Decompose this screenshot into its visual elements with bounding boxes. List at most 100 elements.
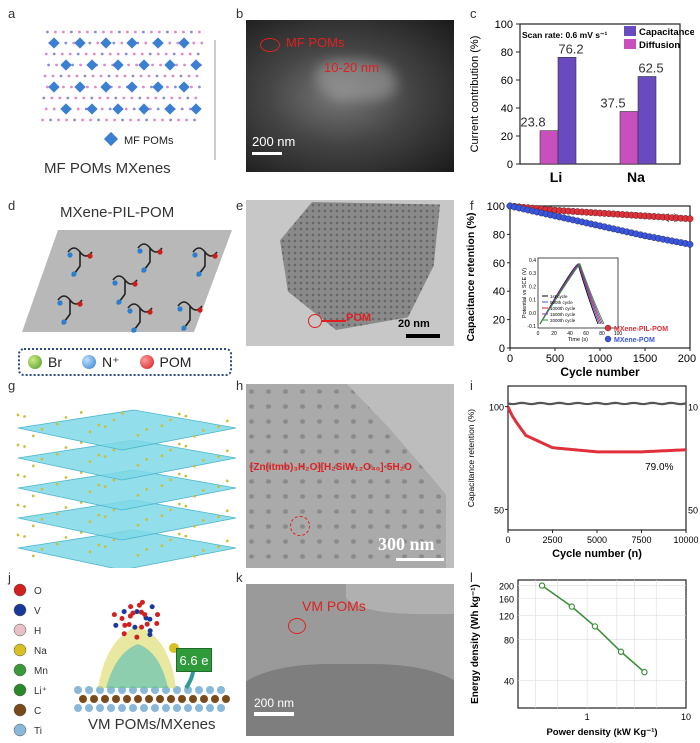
n-plus-site xyxy=(57,300,63,306)
cluster-atom xyxy=(126,621,132,627)
substrate-atom xyxy=(85,704,93,712)
pom-particle xyxy=(177,502,181,506)
substrate-atom xyxy=(140,704,148,712)
panel-f-letter: f xyxy=(470,198,474,213)
mxene-layer xyxy=(17,529,237,568)
cluster-atom xyxy=(149,604,155,610)
panel-k-label: VM POMs xyxy=(302,598,366,614)
substrate-atom xyxy=(151,704,159,712)
n-plus-site xyxy=(116,299,122,305)
pom-particle xyxy=(16,473,20,477)
inset-legend-entry: 2000th cycle xyxy=(550,318,576,323)
y-tick-label: 0 xyxy=(507,159,513,171)
mf-pom-cluster xyxy=(60,59,72,71)
pom-particle xyxy=(184,534,188,538)
substrate-atom xyxy=(217,686,225,694)
substrate-atom xyxy=(145,695,153,703)
atom-legend-label: Na xyxy=(34,646,47,657)
mf-pom-cluster xyxy=(112,103,124,115)
pom-particle xyxy=(55,422,59,426)
atom-legend-label: C xyxy=(34,706,41,717)
substrate-atom xyxy=(101,695,109,703)
panel-f-retention-chart: 0204060801000500100015002000Cycle number… xyxy=(465,202,696,378)
category-label: Na xyxy=(627,169,645,185)
cluster-atom xyxy=(119,616,125,622)
pom-particle xyxy=(225,449,229,453)
y-axis-label: Capacitance retention (%) xyxy=(466,409,476,507)
inset-x-tick-label: 40 xyxy=(567,331,573,337)
pom-particle xyxy=(136,523,140,527)
substrate-atom xyxy=(195,686,203,694)
y-axis-label: Capacitance retention (%) xyxy=(465,213,477,342)
cluster-atom xyxy=(147,632,153,638)
retention-annotation: 79.0% xyxy=(645,462,673,473)
pom-site xyxy=(77,301,83,307)
mf-pom-cluster xyxy=(74,37,86,49)
mf-pom-cluster xyxy=(164,103,176,115)
mf-pom-cluster xyxy=(190,59,202,71)
cluster-atom xyxy=(113,622,119,628)
pom-particle xyxy=(97,483,101,487)
panel-k-letter: k xyxy=(236,570,243,585)
cluster-atom xyxy=(138,609,144,615)
atom-legend-swatch xyxy=(13,623,27,637)
bar-capacitance xyxy=(637,76,657,165)
pom-site xyxy=(197,307,203,313)
mf-pom-cluster xyxy=(112,59,124,71)
substrate-atom xyxy=(134,695,142,703)
substrate-atom xyxy=(217,704,225,712)
x-tick-label: 1500 xyxy=(633,353,657,365)
y-tick-label: 100 xyxy=(495,19,513,31)
pom-particle xyxy=(103,455,107,459)
inset-frame xyxy=(537,257,619,329)
y-tick-label: 200 xyxy=(499,582,514,592)
panel-b-tem-image: MF POMs 10-20 nm 200 nm xyxy=(246,20,454,172)
x-tick-label: 0 xyxy=(505,535,510,545)
pom-particle xyxy=(184,444,188,448)
pom-particle xyxy=(64,506,68,509)
pom-particle xyxy=(16,413,20,417)
charge-transfer-badge: 6.6 e xyxy=(176,648,212,672)
legend-marker xyxy=(604,335,612,343)
data-point xyxy=(538,582,546,589)
cluster-atom xyxy=(147,628,153,634)
pom-particle xyxy=(23,415,26,418)
n-plus-site xyxy=(137,248,143,254)
cluster-atom xyxy=(139,599,145,605)
x-tick-label: 2500 xyxy=(542,535,562,545)
bar-value-label: 62.5 xyxy=(638,61,663,76)
pom-particle xyxy=(225,539,229,543)
br-icon xyxy=(28,355,42,369)
pom-particle xyxy=(169,418,173,422)
panel-d-schematic xyxy=(22,230,232,333)
inset-cd-curve xyxy=(539,263,605,325)
mf-pom-cluster xyxy=(126,81,138,93)
cluster-atom xyxy=(134,609,140,615)
pom-particle xyxy=(103,545,107,549)
panel-d-letter: d xyxy=(8,198,16,213)
panel-l-ragone-chart: 200 160 120 80 40 1 10 Power density (kW Kg⁻¹) E… xyxy=(470,579,691,738)
pom-particle xyxy=(23,535,26,538)
pom-particle xyxy=(40,427,44,431)
x-tick-label: 2000 xyxy=(678,353,696,365)
y-tick-label: 60 xyxy=(493,258,505,270)
pom-particle xyxy=(136,433,140,437)
panel-c-letter: c xyxy=(470,6,477,21)
substrate-atom xyxy=(74,686,82,694)
panel-c-bar-chart: 0 20 40 60 80 100 Current contribution (%) Scan… xyxy=(469,19,694,185)
pom-particle xyxy=(64,416,68,419)
y-axis-label: Energy density (Wh kg⁻¹) xyxy=(470,584,481,704)
y-tick-label: 40 xyxy=(504,676,514,686)
y-tick-label: 80 xyxy=(504,636,514,646)
data-point xyxy=(568,603,575,610)
inset-y-axis-label: Potential vs SCE (V) xyxy=(522,268,528,318)
inset-y-tick-label: 0.2 xyxy=(529,284,536,290)
pom-particle xyxy=(40,487,44,491)
panel-h-scale: 300 nm xyxy=(378,534,435,554)
inset-legend-entry: 1st cycle xyxy=(550,294,568,299)
panel-b-size: 10-20 nm xyxy=(324,60,379,75)
panel-g-letter: g xyxy=(8,378,16,393)
y-tick-label: 40 xyxy=(501,103,513,115)
mf-pom-cluster xyxy=(48,37,60,49)
pom-particle xyxy=(88,490,92,494)
